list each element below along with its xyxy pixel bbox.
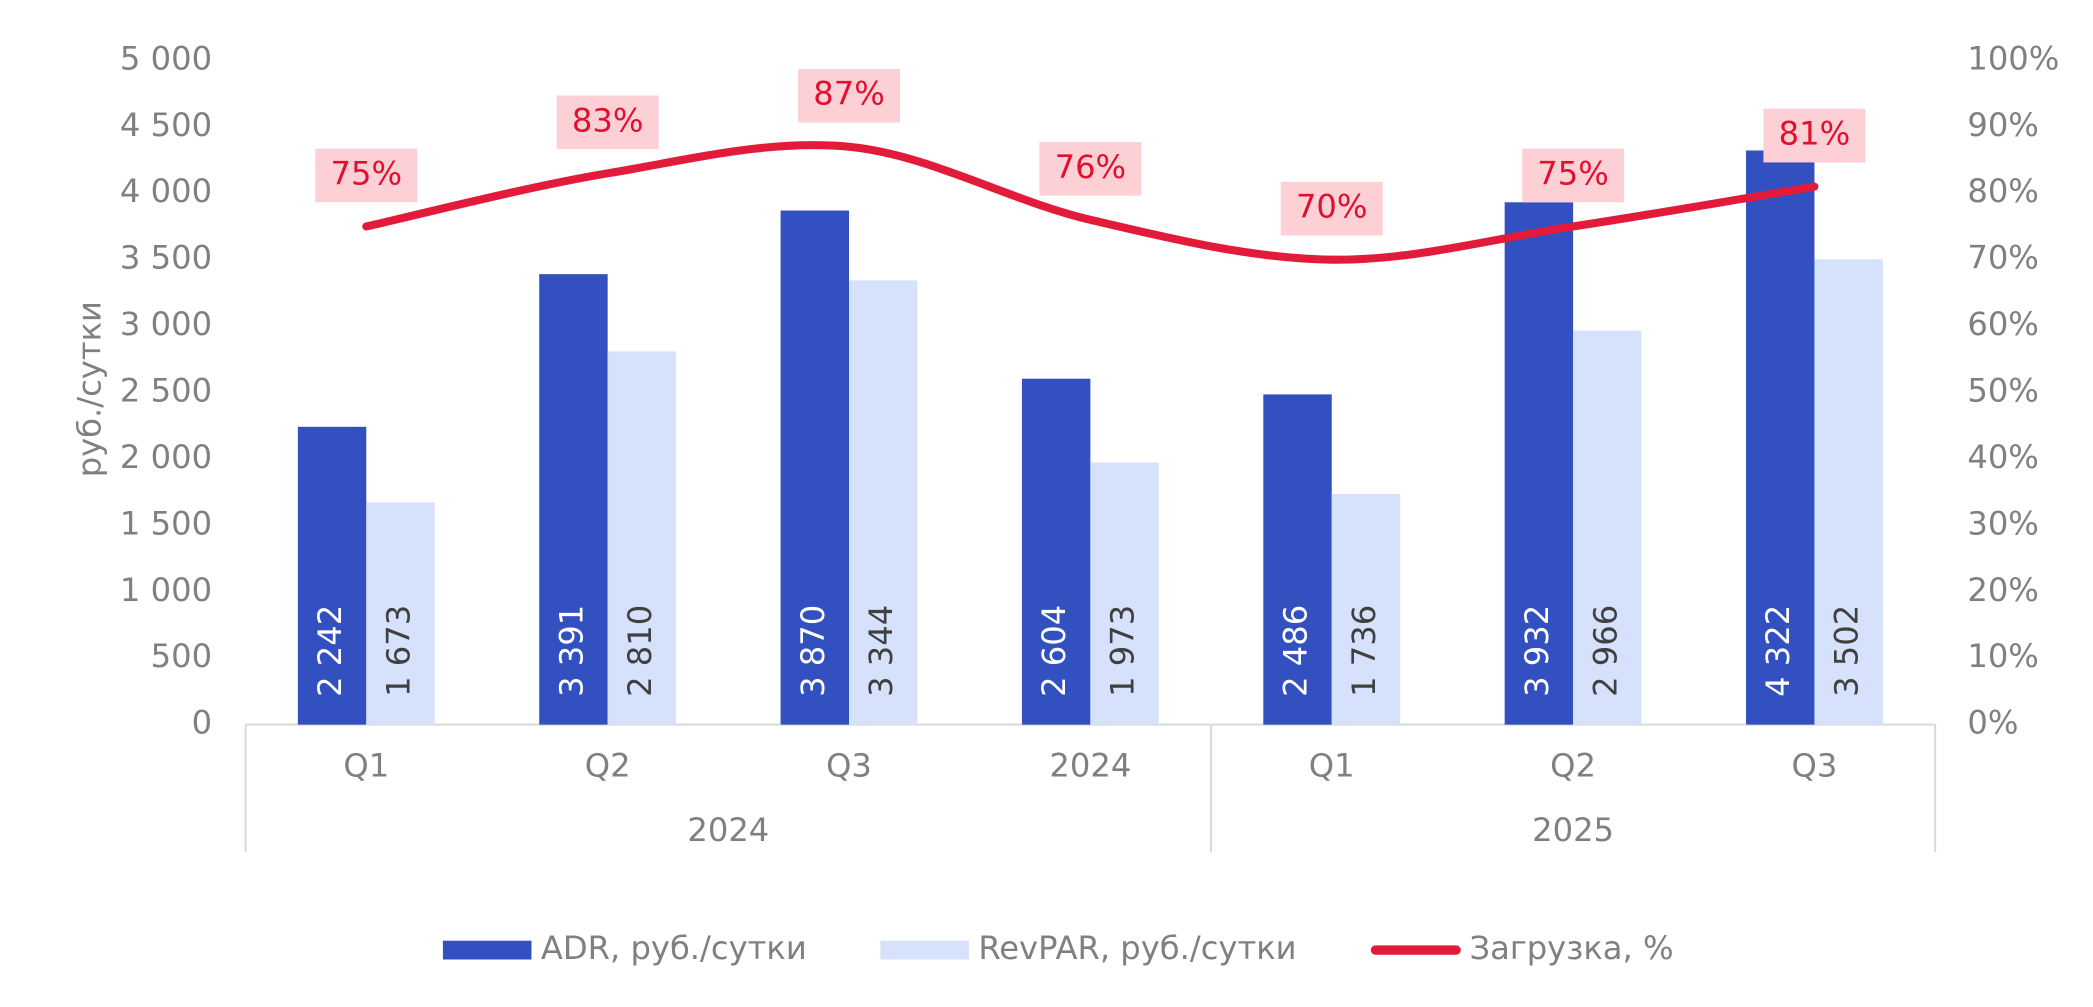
y-axis-title: руб./сутки (70, 301, 108, 477)
bar-value-label: 2 810 (621, 605, 659, 697)
y2-tick-label: 80% (1967, 172, 2039, 210)
y2-tick-label: 20% (1967, 571, 2039, 609)
line-value-label: 70% (1296, 188, 1368, 226)
x-tick-label: 2024 (1049, 747, 1131, 785)
y2-tick-label: 60% (1967, 305, 2039, 343)
bar (1331, 494, 1401, 725)
bar (607, 351, 677, 725)
line-value-label: 83% (572, 101, 644, 139)
bar (1504, 202, 1574, 725)
legend-label: ADR, руб./сутки (541, 929, 807, 967)
y2-tick-label: 10% (1967, 637, 2039, 675)
bar-value-label: 2 242 (311, 605, 349, 697)
x-tick-label: Q2 (585, 747, 631, 785)
y-tick-label: 2 500 (120, 372, 212, 410)
bar (1814, 259, 1883, 725)
y2-tick-label: 50% (1967, 372, 2039, 410)
value-label-box (315, 148, 418, 203)
legend-label: Загрузка, % (1469, 929, 1673, 967)
y-tick-label: 500 (151, 637, 212, 675)
line (362, 141, 1819, 264)
legend-swatch (880, 940, 969, 960)
value-label-box (1522, 148, 1625, 203)
line-value-label: 75% (331, 154, 403, 192)
x-tick-label: Q2 (1550, 747, 1596, 785)
y-tick-label: 1 500 (120, 504, 212, 542)
x-tick-label: Q3 (1792, 747, 1838, 785)
value-label-box (1280, 181, 1383, 236)
bar-value-label: 3 502 (1828, 605, 1866, 697)
bar-value-label: 4 322 (1759, 605, 1797, 697)
y-tick-label: 1 000 (120, 571, 212, 609)
value-label-box (1039, 141, 1142, 196)
y-tick-label: 5 000 (120, 39, 212, 77)
bar-value-label: 3 344 (862, 605, 900, 697)
bar (780, 210, 850, 725)
bar (1090, 462, 1159, 725)
y2-tick-label: 70% (1967, 239, 2039, 277)
y2-tick-label: 0% (1967, 704, 2018, 742)
line-value-label: 75% (1537, 154, 1609, 192)
bar-value-label: 2 966 (1586, 605, 1624, 697)
bar (366, 502, 435, 725)
bar (1746, 150, 1815, 725)
y2-tick-label: 40% (1967, 438, 2039, 476)
group-label: 2024 (687, 811, 769, 849)
y2-tick-label: 100% (1967, 39, 2059, 77)
bar-value-label: 1 973 (1104, 605, 1142, 697)
legend-swatch (442, 940, 532, 960)
bar-value-label: 3 932 (1518, 605, 1556, 697)
value-label-box (556, 95, 659, 150)
bar (1263, 394, 1332, 725)
bar-value-label: 2 486 (1277, 605, 1315, 697)
bar (849, 280, 918, 725)
y-tick-label: 4 000 (120, 172, 212, 210)
bar-value-label: 1 673 (380, 605, 418, 697)
value-label-box (1763, 108, 1866, 163)
bar (539, 274, 608, 725)
bar-value-label: 3 391 (552, 605, 590, 697)
bar-value-label: 3 870 (794, 605, 832, 697)
y-tick-label: 2 000 (120, 438, 212, 476)
line-value-label: 81% (1779, 115, 1851, 153)
y2-tick-label: 90% (1967, 106, 2039, 144)
y-tick-label: 4 500 (120, 106, 212, 144)
bar (1021, 378, 1091, 725)
legend-label: RevPAR, руб./сутки (978, 929, 1296, 967)
x-tick-label: Q3 (826, 747, 872, 785)
line-value-label: 87% (813, 75, 885, 113)
y-tick-label: 3 500 (120, 239, 212, 277)
bar (297, 426, 367, 725)
bar-value-label: 2 604 (1035, 605, 1073, 697)
y-tick-label: 0 (192, 704, 212, 742)
value-label-box (798, 68, 901, 123)
x-tick-label: Q1 (343, 747, 389, 785)
bar (1573, 330, 1642, 725)
line-value-label: 76% (1055, 148, 1127, 186)
y-tick-label: 3 000 (120, 305, 212, 343)
bar-value-label: 1 736 (1345, 605, 1383, 697)
group-label: 2025 (1532, 811, 1614, 849)
x-tick-label: Q1 (1309, 747, 1355, 785)
y2-tick-label: 30% (1967, 504, 2039, 542)
